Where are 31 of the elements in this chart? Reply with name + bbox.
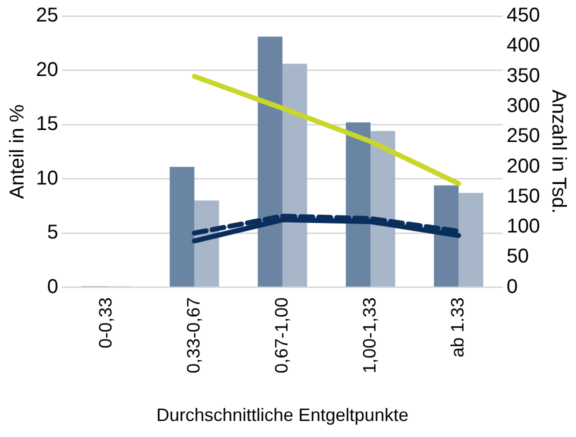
- x-tick-label: 0,33-0,67: [183, 297, 204, 374]
- y-tick-label: 15: [36, 113, 58, 136]
- y-tick-label: 0: [47, 276, 58, 298]
- bar: [170, 166, 194, 287]
- y-tick-label: 20: [36, 58, 58, 81]
- x-tick-label: 0-0,33: [95, 297, 116, 348]
- y2-tick-label: 450: [506, 4, 540, 27]
- y2-tick-label: 200: [506, 155, 540, 178]
- y-tick-label: 10: [36, 167, 58, 190]
- x-tick-label: 1,00-1,33: [359, 297, 380, 374]
- bar: [458, 192, 484, 287]
- y-tick-label: 25: [36, 4, 58, 27]
- y-tick-label: 5: [47, 222, 58, 244]
- x-tick-label: ab 1.33: [448, 297, 468, 358]
- bar: [370, 131, 396, 287]
- x-tick-label: 0,67-1,00: [271, 297, 292, 374]
- bar: [434, 185, 459, 287]
- y2-tick-label: 400: [506, 34, 540, 57]
- y2-tick-label: 350: [506, 64, 540, 87]
- x-axis-title: Durchschnittliche Entgeltpunkte: [156, 405, 409, 426]
- y2-tick-label: 50: [506, 246, 529, 268]
- y-axis-title: Anteil in %: [6, 104, 29, 199]
- y2-tick-label: 300: [506, 94, 540, 117]
- y2-tick-label: 150: [506, 185, 540, 208]
- y2-tick-label: 0: [506, 276, 518, 298]
- y2-tick-label: 100: [506, 216, 540, 238]
- bar: [282, 64, 308, 287]
- bar: [346, 122, 371, 287]
- bar: [258, 36, 282, 287]
- y2-tick-label: 250: [506, 125, 540, 148]
- y2-axis-title: Anzahl in Tsd.: [547, 90, 570, 214]
